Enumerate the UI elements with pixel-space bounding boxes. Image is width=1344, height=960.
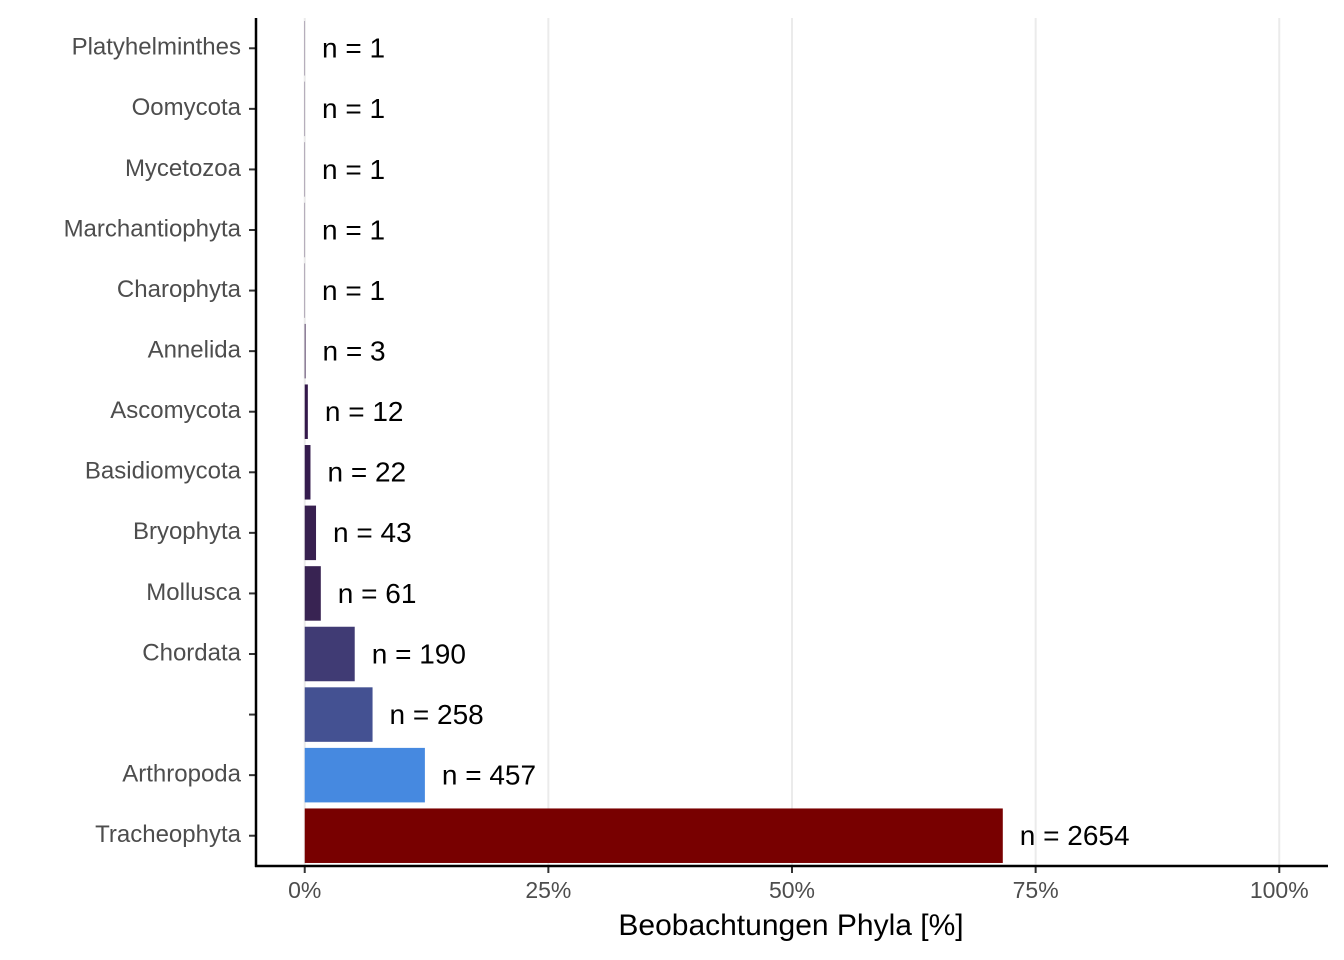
bar: [304, 808, 1003, 863]
x-tick-label: 50%: [769, 877, 815, 903]
data-label: n = 1: [322, 214, 385, 245]
y-tick-label: Charophyta: [117, 276, 242, 303]
bar: [304, 566, 321, 621]
y-tick-label: Tracheophyta: [95, 821, 242, 848]
bar: [304, 323, 306, 379]
bar: [304, 687, 373, 742]
y-tick-label: Bryophyta: [133, 518, 242, 545]
bar: [304, 445, 311, 500]
y-tick-label: Marchantiophyta: [64, 215, 242, 242]
data-label: n = 1: [322, 275, 385, 306]
bar: [304, 626, 355, 682]
y-tick-label: Annelida: [148, 336, 242, 363]
x-tick-label: 25%: [525, 877, 571, 903]
data-label: n = 258: [390, 699, 484, 730]
data-label: n = 3: [323, 336, 386, 367]
bar: [304, 747, 425, 803]
y-tick-label: Chordata: [142, 639, 241, 666]
bar: [304, 505, 317, 561]
data-label: n = 1: [322, 154, 385, 185]
y-tick-label: Ascomycota: [110, 397, 241, 424]
data-label: n = 12: [325, 396, 404, 427]
data-label: n = 61: [338, 578, 417, 609]
x-tick-label: 75%: [1013, 877, 1059, 903]
y-tick-label: Arthropoda: [122, 760, 241, 787]
x-tick-label: 0%: [288, 877, 321, 903]
y-tick-label: Oomycota: [132, 94, 242, 121]
data-label: n = 2654: [1020, 820, 1130, 851]
y-tick-label: Mollusca: [146, 579, 241, 606]
y-tick-label: Mycetozoa: [125, 155, 242, 182]
x-tick-label: 100%: [1250, 877, 1309, 903]
bar: [304, 384, 308, 439]
data-label: n = 1: [322, 93, 385, 124]
y-tick-label: Basidiomycota: [85, 458, 242, 485]
data-label: n = 457: [442, 760, 536, 791]
x-axis-title: Beobachtungen Phyla [%]: [618, 909, 963, 942]
data-label: n = 43: [333, 517, 412, 548]
data-label: n = 1: [322, 33, 385, 64]
data-label: n = 190: [372, 638, 466, 669]
data-label: n = 22: [327, 457, 406, 488]
y-tick-label: Platyhelminthes: [72, 34, 241, 61]
